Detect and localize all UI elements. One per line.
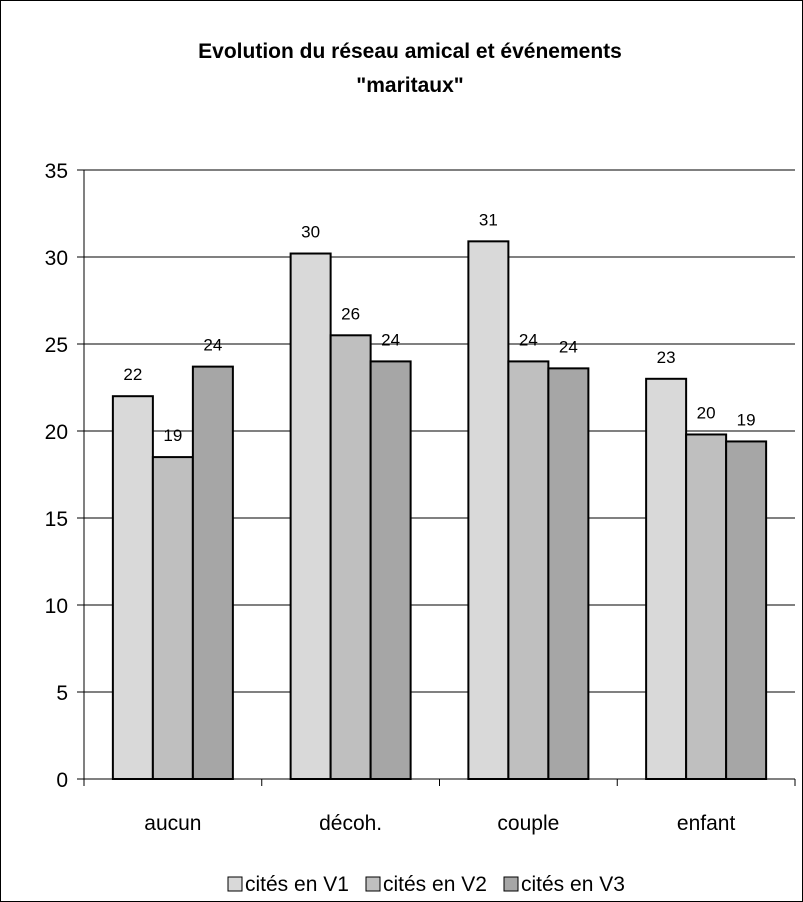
data-label: 20: [697, 403, 716, 422]
bar-décoh.-2: [329, 334, 372, 780]
bars: [111, 240, 768, 780]
data-label: 24: [519, 330, 538, 349]
y-tick-label: 35: [45, 160, 68, 183]
y-tick-labels: 0 5 10 15 20 25 30 35: [45, 160, 68, 792]
bar-couple-1: [467, 240, 510, 780]
data-label: 23: [657, 348, 676, 367]
bar-enfant-2: [685, 433, 728, 780]
bar-couple-2: [507, 360, 550, 780]
data-label: 19: [163, 426, 182, 445]
data-label: 30: [301, 223, 320, 242]
y-tick-label: 0: [56, 769, 68, 792]
legend-swatch-1: [227, 876, 243, 892]
bar-couple-3: [547, 367, 590, 780]
data-label: 24: [381, 330, 400, 349]
chart-title-line-1: Evolution du réseau amical et événements: [198, 40, 622, 63]
legend-label-1: cités en V1: [245, 873, 349, 896]
bar-aucun-2: [151, 456, 194, 780]
category-label: couple: [497, 812, 559, 835]
bar-aucun-1: [111, 395, 154, 780]
y-tick-label: 25: [45, 334, 68, 357]
bar-aucun-3: [191, 365, 234, 780]
y-tick-label: 5: [56, 682, 68, 705]
axes: [77, 169, 796, 786]
category-label: enfant: [677, 812, 736, 835]
bar-décoh.-1: [289, 252, 332, 780]
data-labels: 22 19 24 30 26 24 31 24 24 23 20 19: [123, 210, 755, 445]
data-label: 19: [737, 410, 756, 429]
bar-enfant-3: [725, 440, 768, 780]
data-label: 31: [479, 210, 498, 229]
data-label: 24: [203, 336, 222, 355]
category-label: aucun: [144, 812, 201, 835]
y-tick-label: 30: [45, 247, 68, 270]
legend-swatch-2: [365, 876, 381, 892]
y-tick-label: 15: [45, 508, 68, 531]
data-label: 24: [559, 337, 578, 356]
data-label: 26: [341, 304, 360, 323]
chart-title-line-2: "maritaux": [356, 74, 463, 97]
legend-swatch-3: [503, 876, 519, 892]
data-label: 22: [123, 365, 142, 384]
legend-label-2: cités en V2: [383, 873, 487, 896]
bar-décoh.-3: [369, 360, 412, 780]
category-label: décoh.: [319, 812, 382, 835]
y-tick-label: 20: [45, 421, 68, 444]
legend-label-3: cités en V3: [521, 873, 625, 896]
y-tick-label: 10: [45, 595, 68, 618]
category-labels: aucun décoh. couple enfant: [144, 812, 735, 835]
bar-enfant-1: [645, 377, 688, 780]
legend: cités en V1 cités en V2 cités en V3: [227, 873, 625, 896]
